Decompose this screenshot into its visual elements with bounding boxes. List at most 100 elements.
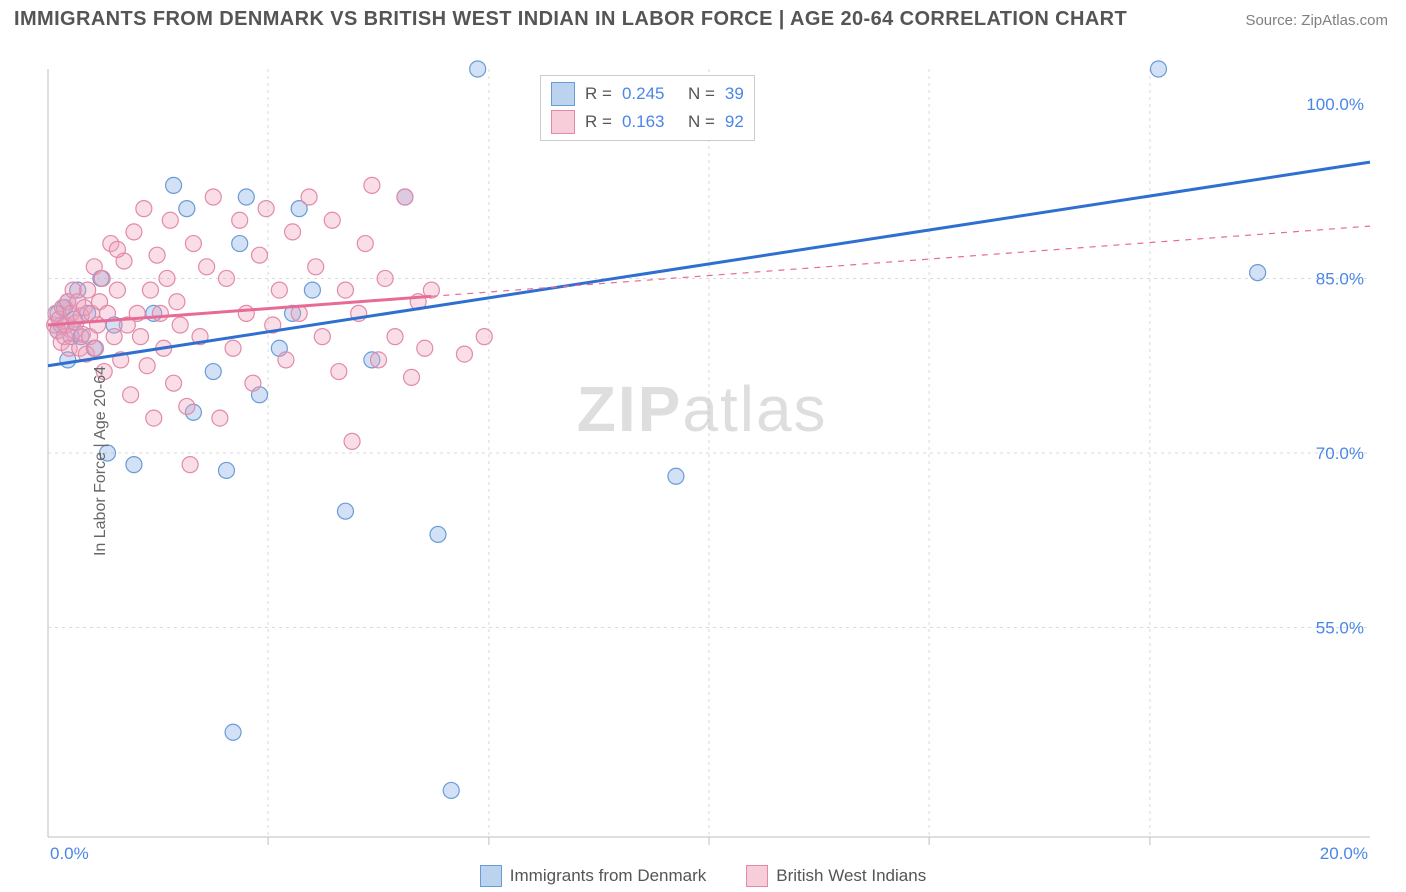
scatter-point-bwi	[252, 247, 268, 263]
scatter-point-denmark	[470, 61, 486, 77]
n-label: N =	[688, 112, 715, 132]
r-label: R =	[585, 112, 612, 132]
scatter-point-denmark	[126, 457, 142, 473]
scatter-point-bwi	[152, 305, 168, 321]
scatter-point-bwi	[94, 270, 110, 286]
scatter-point-bwi	[371, 352, 387, 368]
scatter-point-denmark	[238, 189, 254, 205]
scatter-point-bwi	[106, 329, 122, 345]
scatter-point-bwi	[126, 224, 142, 240]
scatter-point-denmark	[225, 724, 241, 740]
r-label: R =	[585, 84, 612, 104]
scatter-point-bwi	[238, 305, 254, 321]
scatter-point-bwi	[278, 352, 294, 368]
scatter-point-bwi	[387, 329, 403, 345]
scatter-point-denmark	[304, 282, 320, 298]
scatter-point-bwi	[232, 212, 248, 228]
scatter-point-bwi	[172, 317, 188, 333]
corr-legend-row-denmark: R = 0.245 N = 39	[551, 80, 744, 108]
scatter-point-bwi	[271, 282, 287, 298]
footer-legend-item-denmark: Immigrants from Denmark	[480, 865, 706, 887]
legend-label-denmark: Immigrants from Denmark	[510, 866, 706, 886]
scatter-point-bwi	[331, 364, 347, 380]
scatter-point-bwi	[314, 329, 330, 345]
scatter-point-bwi	[88, 340, 104, 356]
legend-swatch-denmark	[480, 865, 502, 887]
y-axis-label: In Labor Force | Age 20-64	[92, 366, 110, 556]
scatter-point-denmark	[179, 201, 195, 217]
scatter-point-bwi	[179, 398, 195, 414]
correlation-legend: R = 0.245 N = 39 R = 0.163 N = 92	[540, 75, 755, 141]
footer-legend-item-bwi: British West Indians	[746, 865, 926, 887]
r-value-denmark: 0.245	[622, 84, 678, 104]
scatter-point-bwi	[159, 270, 175, 286]
n-value-denmark: 39	[725, 84, 744, 104]
scatter-point-bwi	[337, 282, 353, 298]
scatter-point-denmark	[218, 462, 234, 478]
scatter-point-bwi	[162, 212, 178, 228]
scatter-point-denmark	[443, 782, 459, 798]
scatter-point-denmark	[1250, 265, 1266, 281]
scatter-point-bwi	[146, 410, 162, 426]
scatter-point-bwi	[212, 410, 228, 426]
chart-svg: 55.0% 70.0% 85.0% 100.0% 0.0% 20.0%	[0, 31, 1406, 863]
legend-swatch-denmark	[551, 82, 575, 106]
scatter-point-bwi	[169, 294, 185, 310]
scatter-point-bwi	[357, 236, 373, 252]
chart-title: IMMIGRANTS FROM DENMARK VS BRITISH WEST …	[14, 8, 1127, 31]
legend-swatch-bwi	[746, 865, 768, 887]
y-tick-label: 85.0%	[1316, 269, 1364, 288]
scatter-point-bwi	[80, 282, 96, 298]
scatter-point-bwi	[364, 177, 380, 193]
r-value-bwi: 0.163	[622, 112, 678, 132]
scatter-point-bwi	[404, 369, 420, 385]
scatter-point-bwi	[308, 259, 324, 275]
scatter-point-bwi	[456, 346, 472, 362]
plot-container: In Labor Force | Age 20-64 55.0% 70.0% 85.…	[0, 31, 1406, 891]
x-tick-label: 0.0%	[50, 844, 89, 863]
scatter-point-bwi	[136, 201, 152, 217]
y-tick-label: 55.0%	[1316, 619, 1364, 638]
scatter-point-bwi	[245, 375, 261, 391]
scatter-point-bwi	[199, 259, 215, 275]
scatter-point-denmark	[430, 526, 446, 542]
scatter-point-bwi	[258, 201, 274, 217]
scatter-point-bwi	[185, 236, 201, 252]
n-value-bwi: 92	[725, 112, 744, 132]
scatter-point-bwi	[301, 189, 317, 205]
scatter-point-bwi	[377, 270, 393, 286]
scatter-point-bwi	[109, 282, 125, 298]
legend-swatch-bwi	[551, 110, 575, 134]
scatter-point-denmark	[166, 177, 182, 193]
x-tick-label: 20.0%	[1320, 844, 1368, 863]
scatter-point-denmark	[232, 236, 248, 252]
scatter-point-bwi	[225, 340, 241, 356]
scatter-point-denmark	[205, 364, 221, 380]
legend-label-bwi: British West Indians	[776, 866, 926, 886]
scatter-point-bwi	[182, 457, 198, 473]
source-label: Source: ZipAtlas.com	[1245, 12, 1388, 29]
y-tick-label: 70.0%	[1316, 444, 1364, 463]
scatter-point-bwi	[139, 358, 155, 374]
scatter-point-bwi	[166, 375, 182, 391]
scatter-point-bwi	[218, 270, 234, 286]
scatter-point-bwi	[123, 387, 139, 403]
scatter-point-bwi	[397, 189, 413, 205]
scatter-point-bwi	[344, 433, 360, 449]
scatter-point-denmark	[1150, 61, 1166, 77]
scatter-point-bwi	[285, 224, 301, 240]
y-tick-label: 100.0%	[1306, 95, 1364, 114]
scatter-point-bwi	[109, 241, 125, 257]
scatter-point-denmark	[668, 468, 684, 484]
scatter-point-bwi	[324, 212, 340, 228]
scatter-point-bwi	[476, 329, 492, 345]
scatter-point-bwi	[142, 282, 158, 298]
scatter-point-bwi	[205, 189, 221, 205]
scatter-point-bwi	[149, 247, 165, 263]
series-legend: Immigrants from Denmark British West Indi…	[0, 865, 1406, 887]
corr-legend-row-bwi: R = 0.163 N = 92	[551, 108, 744, 136]
n-label: N =	[688, 84, 715, 104]
scatter-point-bwi	[133, 329, 149, 345]
scatter-point-bwi	[417, 340, 433, 356]
scatter-point-denmark	[337, 503, 353, 519]
